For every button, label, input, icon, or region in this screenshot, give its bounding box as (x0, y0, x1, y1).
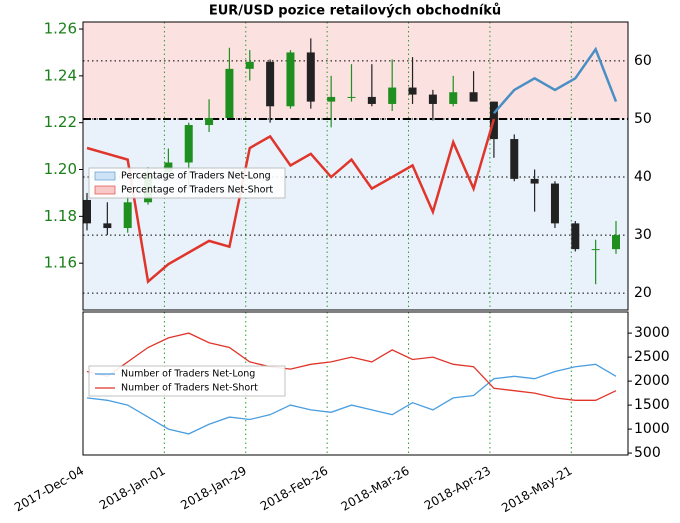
legend-box (88, 365, 286, 397)
x-tick-label: 2018-Jan-29 (178, 464, 249, 513)
candle-body (550, 183, 559, 224)
candle-body (327, 96, 336, 102)
x-tick-label: 2017-Dec-04 (12, 464, 86, 515)
y-tick-label: 2000 (634, 373, 670, 389)
legend-swatch (94, 171, 116, 181)
candle-body (286, 52, 295, 107)
y2-tick-label: 60 (634, 53, 652, 69)
candle-body (123, 202, 132, 229)
y-tick-label: 1.20 (44, 160, 77, 178)
candle-body (591, 249, 600, 251)
y-tick-label: 1.24 (44, 66, 77, 84)
y-tick-label: 500 (634, 445, 661, 461)
y2-tick-label: 20 (634, 285, 652, 301)
candle-body (408, 87, 417, 95)
x-tick-label: 2018-Feb-26 (258, 464, 331, 514)
legend-label: Percentage of Traders Net-Short (121, 185, 273, 196)
candle-body (510, 139, 519, 179)
candle-body (367, 96, 376, 104)
candle-body (164, 162, 173, 172)
candle-body (388, 87, 397, 104)
candle-body (103, 223, 112, 229)
x-tick-label: 2018-Jan-01 (97, 464, 168, 513)
y2-tick-label: 30 (634, 227, 652, 243)
y2-tick-label: 40 (634, 169, 652, 185)
candle-body (245, 61, 254, 69)
legend-box (88, 167, 286, 199)
y-tick-label: 1.26 (44, 20, 77, 38)
candle-body (266, 61, 275, 107)
candle-body (571, 223, 580, 250)
y-tick-label: 1000 (634, 421, 670, 437)
short-band (83, 22, 628, 119)
series-line (86, 118, 496, 284)
legend-label: Number of Traders Net-Short (121, 383, 258, 394)
series-line (86, 363, 617, 435)
y-tick-label: 1.16 (44, 254, 77, 272)
candle-body (225, 68, 234, 118)
plot-frame (82, 21, 629, 311)
y-tick-label: 3000 (634, 325, 670, 341)
plot-frame (82, 311, 629, 456)
legend-label: Number of Traders Net-Long (121, 369, 255, 380)
candle-body (612, 235, 620, 250)
candle-body (530, 178, 539, 184)
candle-body (306, 52, 315, 102)
x-tick-label: 2018-Apr-23 (422, 464, 493, 513)
legend-label: Percentage of Traders Net-Long (121, 171, 271, 182)
y-tick-label: 1500 (634, 397, 670, 413)
chart-title: EUR/USD pozice retailových obchodníků (209, 4, 501, 19)
legend-swatch (94, 185, 116, 195)
series-line (492, 46, 618, 114)
candle-body (205, 118, 214, 126)
candle-body (347, 96, 356, 98)
candle-body (83, 199, 91, 224)
y-tick-label: 1.18 (44, 207, 77, 225)
candle-body (428, 94, 437, 104)
series-line (86, 332, 617, 401)
y-tick-label: 2500 (634, 349, 670, 365)
long-band (83, 118, 628, 310)
x-tick-label: 2018-May-21 (499, 464, 574, 516)
candle-body (449, 92, 458, 104)
candle-body (184, 125, 193, 163)
candle-body (469, 92, 478, 102)
y-tick-label: 1.22 (44, 113, 77, 131)
x-tick-label: 2018-Mar-26 (339, 464, 412, 514)
y2-tick-label: 50 (634, 111, 652, 127)
